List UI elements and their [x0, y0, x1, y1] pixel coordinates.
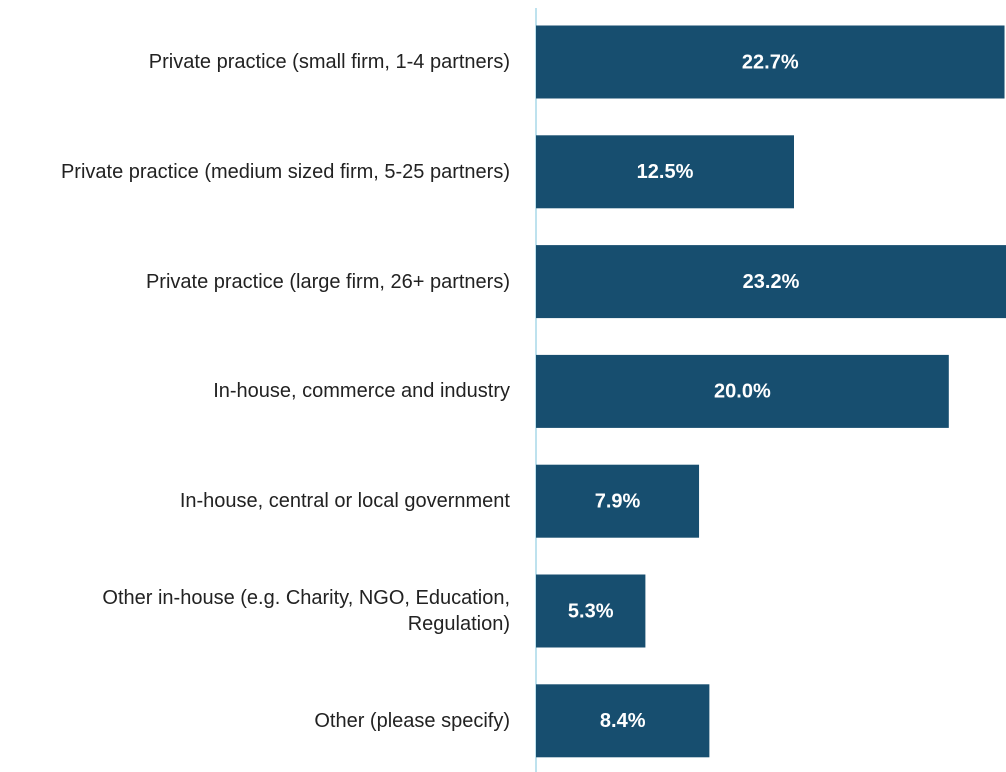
category-label: In-house, commerce and industry — [213, 380, 510, 403]
bar — [536, 574, 646, 648]
bar — [536, 135, 794, 209]
category-label: Other (please specify) — [314, 709, 510, 732]
value-label: 22.7% — [742, 51, 799, 73]
bar — [536, 25, 1005, 99]
bar — [536, 684, 710, 758]
value-label: 8.4% — [600, 710, 646, 732]
bar — [536, 354, 949, 428]
bar — [536, 464, 700, 538]
category-label: In-house, central or local government — [179, 490, 510, 513]
value-label: 5.3% — [568, 600, 614, 622]
value-label: 12.5% — [637, 161, 694, 183]
category-label: Other in-house (e.g. Charity, NGO, Educa… — [102, 587, 510, 635]
value-label: 7.9% — [595, 490, 641, 512]
category-label: Private practice (large firm, 26+ partne… — [145, 270, 510, 293]
value-label: 20.0% — [714, 381, 771, 403]
category-label: Private practice (medium sized firm, 5-2… — [60, 160, 510, 183]
value-label: 23.2% — [743, 271, 800, 293]
bar — [536, 245, 1006, 319]
category-label: Private practice (small firm, 1-4 partne… — [148, 51, 510, 73]
